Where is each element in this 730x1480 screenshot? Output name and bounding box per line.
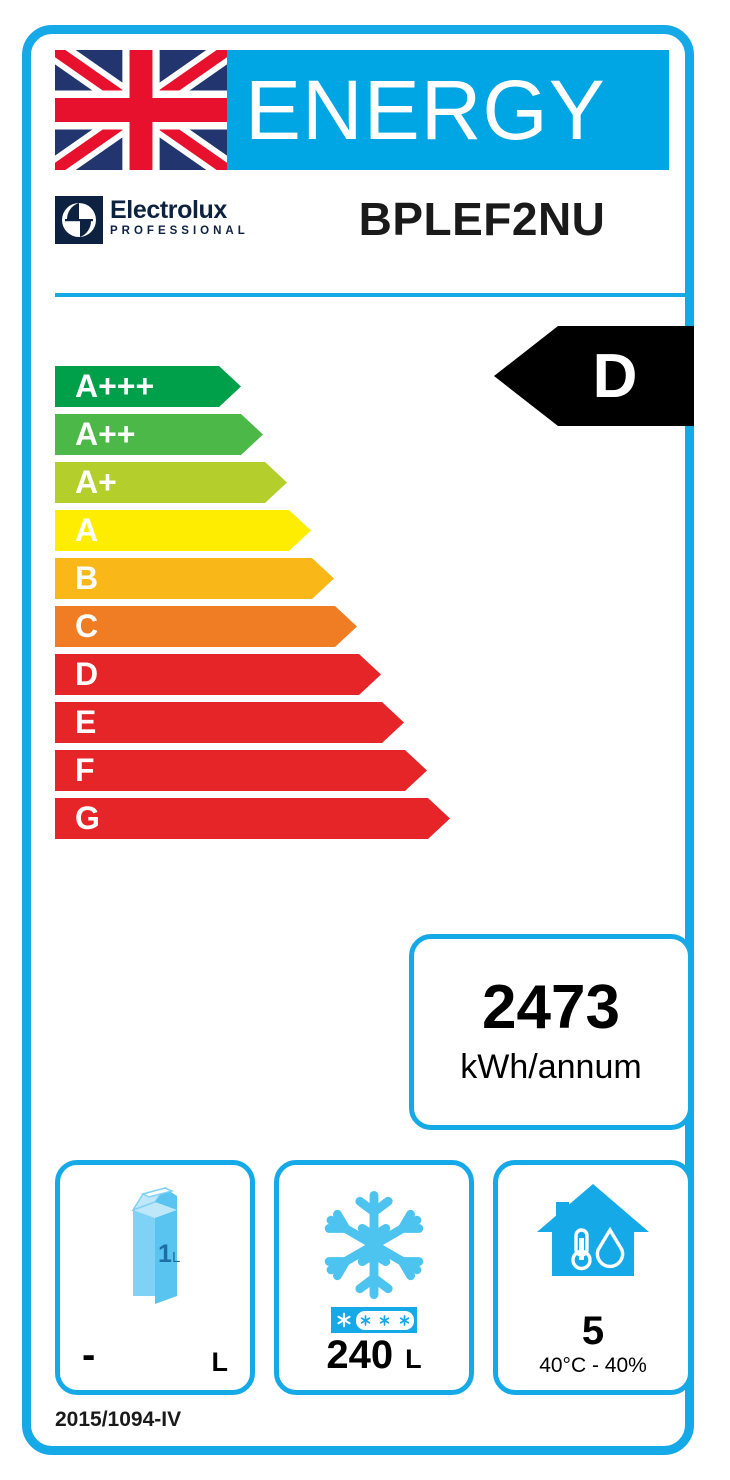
- class-bar-label: A: [75, 512, 99, 548]
- svg-text:L: L: [172, 1249, 180, 1266]
- badge-star-single: [337, 1312, 351, 1328]
- class-bar-shape: [55, 558, 334, 599]
- freezer-volume-unit: L: [405, 1344, 422, 1374]
- energy-label: ENERGY Electrolux PROFESSIONAL BPLEF2NU …: [22, 25, 694, 1455]
- class-bar-label: C: [75, 608, 99, 644]
- class-bar-shape: [55, 798, 450, 839]
- snowflake-icon: [279, 1175, 469, 1315]
- class-bar-shape: [55, 606, 357, 647]
- class-bar-label: E: [75, 704, 97, 740]
- info-box-row: 1 L - L: [55, 1160, 693, 1395]
- fridge-volume-foot: - L: [60, 1333, 250, 1378]
- regulation-reference: 2015/1094-IV: [55, 1408, 182, 1431]
- freezer-volume-box: 240 L: [274, 1160, 474, 1395]
- uk-flag-icon: [55, 50, 227, 170]
- milk-carton-icon: 1 L: [60, 1175, 250, 1315]
- consumption-unit: kWh/annum: [460, 1048, 642, 1086]
- class-bar-e: E: [55, 702, 675, 743]
- consumption-value: 2473: [482, 973, 620, 1042]
- brand-name: Electrolux: [110, 196, 227, 224]
- class-bar-shape: [55, 750, 427, 791]
- class-bar-g: G: [55, 798, 675, 839]
- class-bar-shape: [55, 702, 404, 743]
- class-bar-label: G: [75, 800, 100, 836]
- class-bar-shape: [55, 366, 241, 407]
- climate-class-foot: 5 40°C - 40%: [498, 1309, 688, 1378]
- climate-class-box: 5 40°C - 40%: [493, 1160, 693, 1395]
- class-bar-b: B: [55, 558, 675, 599]
- class-bar-label: D: [75, 656, 99, 692]
- class-bar-f: F: [55, 750, 675, 791]
- class-bar-aplus: A+: [55, 462, 675, 503]
- class-bar-shape: [55, 510, 311, 551]
- header-divider: [55, 293, 693, 297]
- class-bar-a: A: [55, 510, 675, 551]
- label-header: ENERGY: [55, 50, 669, 170]
- badge-star-pill: [356, 1310, 414, 1330]
- class-bar-shape: [55, 414, 263, 455]
- class-bar-shape: [55, 462, 287, 503]
- brand-subtitle: PROFESSIONAL: [110, 225, 249, 237]
- four-star-frozen-badge: [331, 1307, 417, 1333]
- class-bar-shape: [55, 654, 381, 695]
- electrolux-logo: Electrolux PROFESSIONAL: [55, 196, 249, 244]
- fridge-volume-value: -: [82, 1333, 96, 1377]
- class-bar-label: F: [75, 752, 95, 788]
- freezer-volume-foot: 240 L: [279, 1333, 469, 1378]
- class-bar-aplusplus: A++: [55, 414, 675, 455]
- climate-class-value: 5: [581, 1309, 605, 1353]
- electrolux-logo-icon: [55, 196, 103, 244]
- model-name: BPLEF2NU: [358, 193, 606, 245]
- annual-consumption-box: 2473 kWh/annum: [409, 934, 693, 1130]
- class-bar-label: A+++: [75, 368, 155, 404]
- climate-class-caption: 40°C - 40%: [539, 1354, 647, 1377]
- fridge-volume-box: 1 L - L: [55, 1160, 255, 1395]
- energy-banner-text: ENERGY: [227, 50, 669, 170]
- class-bar-label: A+: [75, 464, 117, 500]
- svg-text:1: 1: [158, 1240, 172, 1268]
- electrolux-wordmark: Electrolux PROFESSIONAL: [110, 196, 249, 238]
- fridge-volume-unit: L: [211, 1347, 229, 1377]
- rating-class-letter: D: [592, 341, 638, 411]
- class-bar-label: A++: [75, 416, 136, 452]
- energy-class-scale: A+++ A++ A+ A B C D E F G: [55, 366, 675, 866]
- freezer-volume-value: 240: [326, 1333, 394, 1377]
- brand-row: Electrolux PROFESSIONAL BPLEF2NU: [55, 184, 669, 284]
- class-bar-label: B: [75, 560, 99, 596]
- class-bar-aplusplusplus: A+++: [55, 366, 675, 407]
- house-climate-icon: [498, 1173, 688, 1291]
- class-bar-c: C: [55, 606, 675, 647]
- class-bar-d: D: [55, 654, 675, 695]
